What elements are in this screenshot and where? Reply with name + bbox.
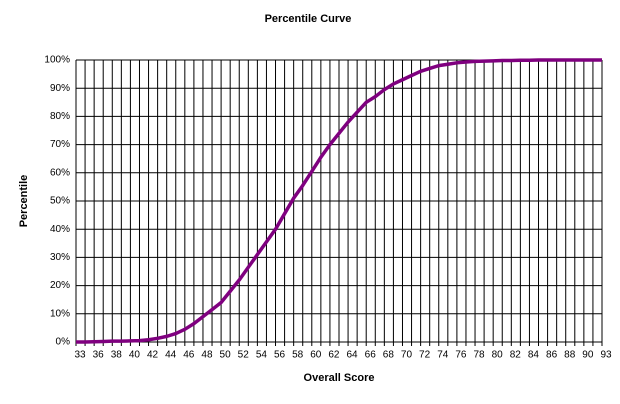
y-tick-label: 0% [56,337,71,348]
x-tick-label: 60 [310,350,322,361]
y-tick-label: 10% [50,308,70,319]
data-line [76,58,602,344]
x-tick-label: 93 [600,350,612,361]
x-tick-label: 76 [455,350,467,361]
x-tick-label: 68 [383,350,395,361]
x-tick-label: 80 [492,350,504,361]
x-tick-label: 84 [528,350,540,361]
x-axis-title: Overall Score [304,372,375,384]
x-tick-label: 54 [256,350,268,361]
y-tick-label: 70% [50,139,70,150]
y-tick-label: 100% [44,55,70,66]
x-tick-label: 46 [183,350,195,361]
x-tick-label: 36 [93,350,105,361]
x-tick-label: 50 [220,350,232,361]
x-tick-label: 64 [347,350,359,361]
x-tick-label: 88 [564,350,576,361]
x-tick-label: 48 [201,350,213,361]
y-tick-label: 80% [50,111,70,122]
y-tick-label: 30% [50,252,70,263]
x-tick-label: 40 [129,350,141,361]
x-tick-label: 38 [111,350,123,361]
y-tick-label: 90% [50,83,70,94]
y-tick-label: 60% [50,167,70,178]
x-tick-label: 82 [510,350,522,361]
x-tick-label: 78 [473,350,485,361]
x-tick-label: 70 [401,350,413,361]
y-axis-title: Percentile [18,175,30,228]
x-tick-label: 44 [165,350,177,361]
x-tick-label: 58 [292,350,304,361]
x-tick-label: 33 [74,350,86,361]
x-tick-label: 52 [238,350,250,361]
y-tick-label: 50% [50,196,70,207]
x-tick-label: 56 [274,350,286,361]
x-tick-label: 86 [546,350,558,361]
x-tick-label: 66 [365,350,377,361]
x-tick-label: 42 [147,350,159,361]
x-tick-label: 72 [419,350,431,361]
x-tick-label: 62 [328,350,340,361]
y-tick-label: 20% [50,280,70,291]
x-tick-label: 90 [582,350,594,361]
x-tick-label: 74 [437,350,449,361]
y-tick-label: 40% [50,224,70,235]
chart-title: Percentile Curve [265,13,352,25]
